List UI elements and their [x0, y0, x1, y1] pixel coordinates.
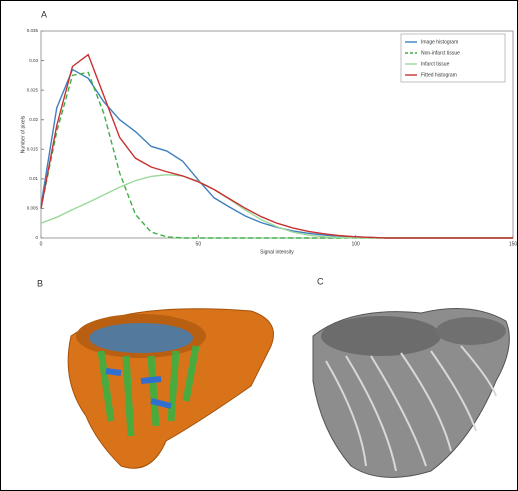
x-tick-label: 150 [509, 241, 517, 247]
chart: A B C 0 0.005 0.01 0.015 0.02 0.025 0.03 0.035 0… [1, 1, 517, 490]
y-tick-label: 0.005 [27, 206, 39, 211]
legend-label: Fitted histogram [421, 72, 457, 78]
heart-model-b [68, 309, 273, 468]
y-tick-label: 0.02 [29, 117, 38, 122]
panel-label: A [41, 9, 47, 19]
legend-label: Infarct tissue [421, 61, 450, 67]
legend-label: Image histogram [421, 39, 458, 45]
x-tick-label: 0 [40, 241, 43, 247]
y-tick-label: 0 [35, 235, 38, 240]
legend-label: Non-infarct tissue [421, 50, 460, 56]
panel-label: C [317, 276, 324, 286]
panel-label: B [37, 278, 43, 288]
y-tick-label: 0.035 [27, 28, 39, 33]
y-tick-label: 0.025 [27, 87, 39, 92]
x-tick-label: 50 [196, 241, 202, 247]
y-tick-label: 0.01 [29, 176, 38, 181]
x-axis-label: Signal intensity [260, 249, 294, 255]
y-axis-label: Number of pixels [20, 115, 26, 153]
heart-model-c [313, 309, 509, 478]
figure: A B C 0 0.005 0.01 0.015 0.02 0.025 0.03 0.035 0… [0, 0, 518, 491]
y-tick-label: 0.015 [27, 146, 39, 151]
y-tick-label: 0.03 [29, 58, 38, 63]
x-tick-label: 100 [351, 241, 360, 247]
